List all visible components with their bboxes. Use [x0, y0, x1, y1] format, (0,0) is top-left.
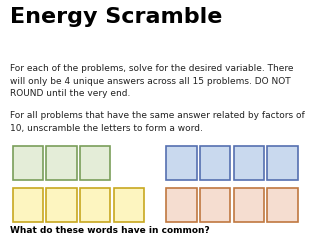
Bar [166, 146, 197, 180]
Text: What do these words have in common?: What do these words have in common? [10, 226, 209, 235]
Bar [46, 146, 77, 180]
Bar [234, 188, 264, 222]
Text: Energy Scramble: Energy Scramble [10, 7, 222, 27]
Bar [200, 146, 230, 180]
Bar [267, 146, 298, 180]
Bar [234, 146, 264, 180]
Text: For each of the problems, solve for the desired variable. There
will only be 4 u: For each of the problems, solve for the … [10, 64, 293, 98]
Bar [80, 188, 110, 222]
Bar [46, 188, 77, 222]
Text: For all problems that have the same answer related by factors of
10, unscramble : For all problems that have the same answ… [10, 111, 304, 133]
Bar [13, 146, 43, 180]
Bar [80, 146, 110, 180]
Bar [267, 188, 298, 222]
Bar [166, 188, 197, 222]
Bar [13, 188, 43, 222]
Bar [200, 188, 230, 222]
Bar [114, 188, 144, 222]
